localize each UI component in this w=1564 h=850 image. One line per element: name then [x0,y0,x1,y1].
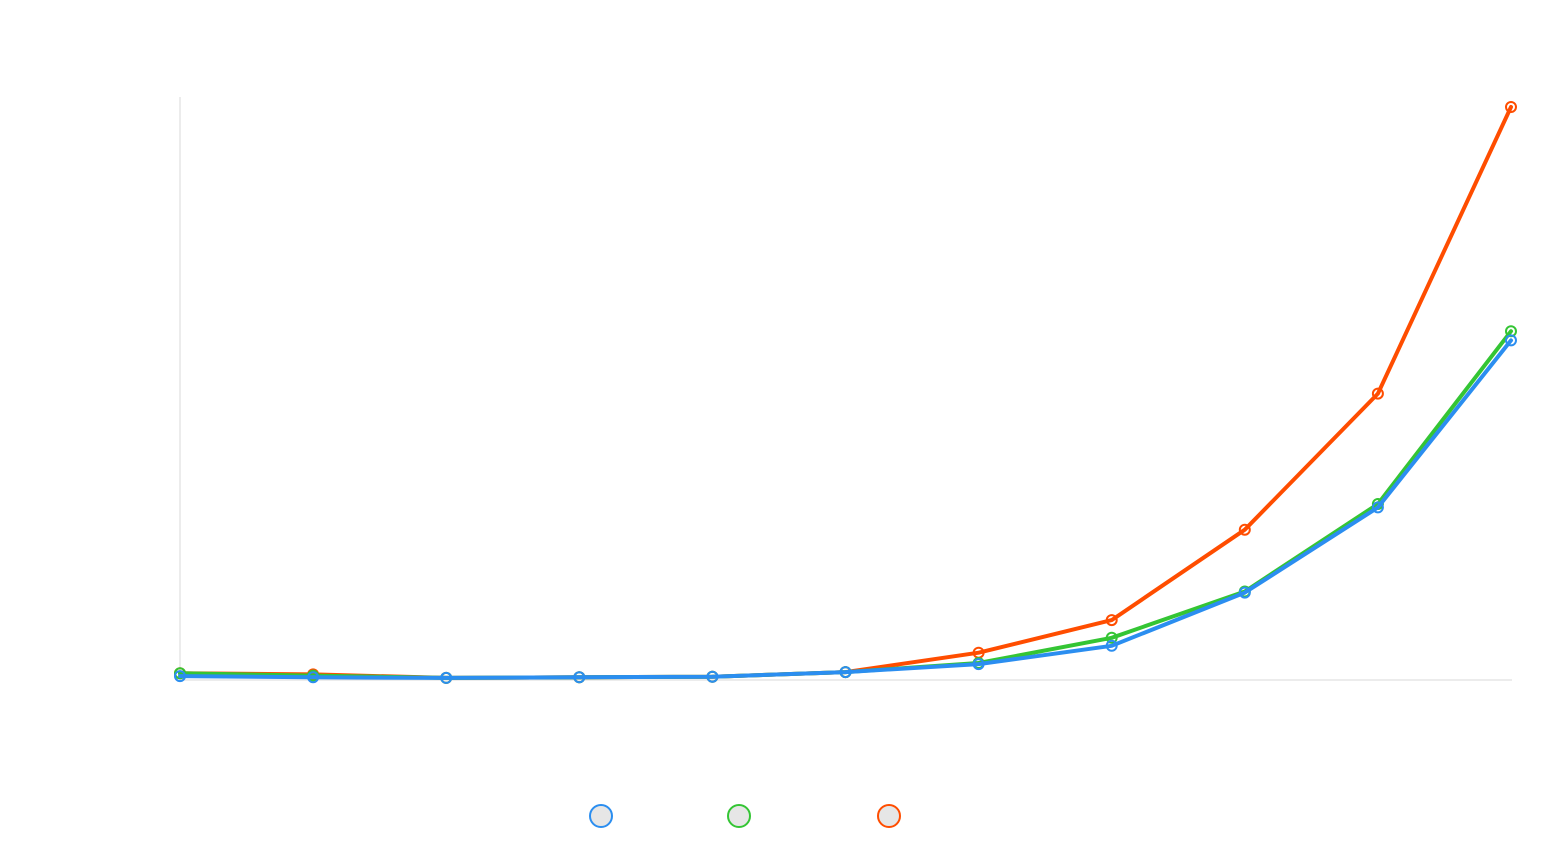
data-point-0-8[interactable] [1238,586,1251,599]
data-point-0-3[interactable] [573,671,586,684]
data-point-2-10[interactable] [1505,101,1517,113]
data-point-0-10[interactable] [1505,334,1517,347]
data-point-0-6[interactable] [972,658,985,671]
series-2 [174,101,1517,684]
legend-marker-0[interactable] [589,804,613,828]
series-0 [174,334,1517,684]
data-point-0-2[interactable] [440,671,453,684]
data-point-0-5[interactable] [839,666,852,679]
legend-marker-2[interactable] [877,804,901,828]
data-point-0-1[interactable] [307,671,320,684]
series-line-1 [178,329,1513,680]
series-line-0 [178,338,1513,680]
data-point-0-4[interactable] [706,670,719,683]
series-layer [174,101,1517,684]
data-point-2-8[interactable] [1238,523,1251,536]
legend [589,804,901,828]
data-point-0-7[interactable] [1105,639,1118,652]
data-point-1-7[interactable] [1105,631,1118,644]
data-point-2-7[interactable] [1105,614,1118,627]
series-line-2 [178,105,1513,680]
data-point-0-9[interactable] [1371,501,1384,514]
data-point-0-0[interactable] [174,670,186,683]
series-1 [174,325,1517,684]
data-point-2-9[interactable] [1371,387,1384,400]
legend-marker-1[interactable] [727,804,751,828]
